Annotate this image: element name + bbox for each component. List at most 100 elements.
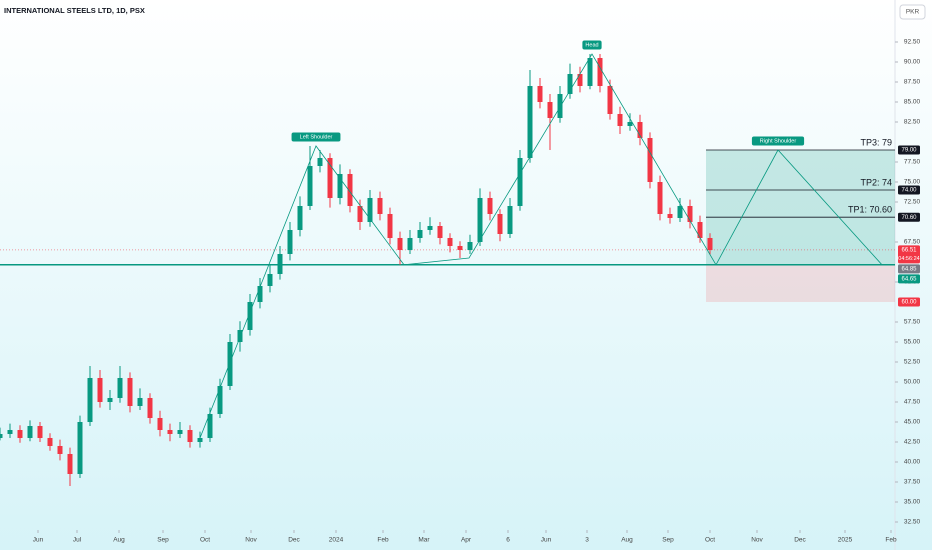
candle-body bbox=[417, 230, 423, 238]
candle-body bbox=[117, 378, 123, 398]
candle-body bbox=[247, 302, 253, 330]
target-label: TP3: 79 bbox=[860, 137, 892, 147]
x-tick-label: Feb bbox=[885, 537, 897, 544]
candle-body bbox=[27, 426, 33, 438]
currency: PKR bbox=[906, 9, 920, 16]
y-tick-label: 32.50 bbox=[904, 519, 921, 526]
candle-body bbox=[197, 438, 203, 442]
candle-body bbox=[137, 398, 143, 406]
candle-body bbox=[627, 122, 633, 126]
candle-body bbox=[67, 454, 73, 474]
candle-body bbox=[477, 198, 483, 242]
price-countdown: 04:56:24 bbox=[898, 256, 919, 262]
y-tick-label: 82.50 bbox=[904, 119, 921, 126]
x-tick-label: 2024 bbox=[329, 537, 344, 544]
x-tick-label: Oct bbox=[705, 537, 715, 544]
annotation-label: Left Shoulder bbox=[300, 134, 333, 140]
candle-body bbox=[287, 230, 293, 254]
price-badge bbox=[898, 145, 920, 155]
x-tick-label: Dec bbox=[794, 537, 806, 544]
price-badge-label: 60.00 bbox=[901, 300, 917, 306]
y-tick-label: 90.00 bbox=[904, 59, 921, 66]
candle-body bbox=[327, 158, 333, 198]
candle-body bbox=[547, 102, 553, 118]
annotation-badge bbox=[582, 40, 602, 50]
candle-body bbox=[377, 198, 383, 214]
candle-body bbox=[227, 342, 233, 386]
x-tick-label: Jul bbox=[73, 537, 82, 544]
x-tick-label: Oct bbox=[200, 537, 210, 544]
candle-body bbox=[37, 426, 43, 438]
candle-body bbox=[157, 418, 163, 430]
candle-body bbox=[457, 246, 463, 250]
candle-body bbox=[647, 138, 653, 182]
candle-body bbox=[677, 206, 683, 218]
candle-body bbox=[17, 430, 23, 438]
candle-body bbox=[0, 434, 3, 438]
x-tick-label: 6 bbox=[506, 537, 510, 544]
annotation-label: Right Shoulder bbox=[760, 138, 797, 144]
price-badge bbox=[898, 297, 920, 307]
candle-body bbox=[337, 174, 343, 198]
candle-body bbox=[497, 214, 503, 234]
y-tick-label: 92.50 bbox=[904, 39, 921, 46]
y-tick-label: 45.00 bbox=[904, 419, 921, 426]
candle-body bbox=[447, 238, 453, 246]
y-tick-label: 47.50 bbox=[904, 399, 921, 406]
candle-body bbox=[467, 242, 473, 250]
price-badge-label: 70.60 bbox=[901, 215, 917, 221]
candle-body bbox=[317, 158, 323, 166]
annotation-badge bbox=[751, 136, 805, 146]
y-tick-label: 85.00 bbox=[904, 99, 921, 106]
price-badge bbox=[898, 185, 920, 195]
x-tick-label: Aug bbox=[113, 537, 125, 544]
y-tick-label: 42.50 bbox=[904, 439, 921, 446]
candle-body bbox=[97, 378, 103, 402]
annotation-badge bbox=[291, 132, 341, 142]
candle-body bbox=[607, 86, 613, 114]
candle-body bbox=[257, 286, 263, 302]
candle-body bbox=[367, 198, 373, 222]
price-badge-label: 74.00 bbox=[901, 188, 917, 194]
y-tick-label: 72.50 bbox=[904, 199, 921, 206]
candle-body bbox=[587, 58, 593, 86]
y-tick-label: 50.00 bbox=[904, 379, 921, 386]
price-badge bbox=[898, 245, 920, 264]
x-tick-label: 2025 bbox=[838, 537, 853, 544]
x-tick-label: Apr bbox=[461, 537, 472, 544]
candle-body bbox=[707, 238, 713, 250]
candle-body bbox=[357, 206, 363, 222]
candle-body bbox=[167, 430, 173, 434]
candle-body bbox=[427, 226, 433, 230]
candle-body bbox=[687, 206, 693, 222]
candle-body bbox=[537, 86, 543, 102]
candle-body bbox=[307, 166, 313, 206]
x-tick-label: Feb bbox=[377, 537, 389, 544]
x-tick-label: Sep bbox=[157, 537, 169, 544]
y-tick-label: 35.00 bbox=[904, 499, 921, 506]
candle-body bbox=[397, 238, 403, 250]
candle-body bbox=[297, 206, 303, 230]
y-tick-label: 52.50 bbox=[904, 359, 921, 366]
x-tick-label: Jun bbox=[33, 537, 44, 544]
target-label: TP2: 74 bbox=[860, 177, 892, 187]
stop-zone bbox=[706, 264, 895, 302]
candle-body bbox=[657, 182, 663, 214]
x-tick-label: Aug bbox=[621, 537, 633, 544]
currency-button[interactable] bbox=[899, 4, 926, 20]
price-badge bbox=[898, 212, 920, 222]
plot: 32.50 35.00 37.50 40.00 42.50 45.00 47.50 50.00… bbox=[0, 39, 921, 544]
candle-body bbox=[77, 422, 83, 474]
candle-body bbox=[207, 414, 213, 438]
price-badge-label: 79.00 bbox=[901, 148, 917, 154]
candle-body bbox=[527, 86, 533, 158]
y-tick-label: 37.50 bbox=[904, 479, 921, 486]
candle-body bbox=[237, 330, 243, 342]
y-tick-label: 77.50 bbox=[904, 159, 921, 166]
candle-body bbox=[637, 122, 643, 138]
y-tick-label: 55.00 bbox=[904, 339, 921, 346]
y-tick-label: 75.00 bbox=[904, 179, 921, 186]
x-tick-label: Sep bbox=[662, 537, 674, 544]
